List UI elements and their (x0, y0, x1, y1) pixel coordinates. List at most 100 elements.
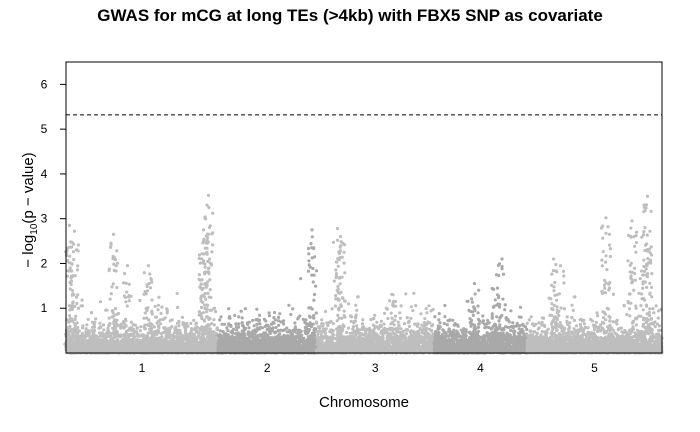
snp-point (97, 331, 102, 335)
snp-point (102, 328, 106, 332)
snp-point (287, 328, 291, 333)
snp-point (174, 340, 179, 344)
snp-point (178, 328, 182, 333)
snp-point (81, 338, 85, 342)
snp-point (142, 334, 146, 338)
snp-point (278, 332, 282, 336)
snp-point (218, 318, 222, 322)
snp-point (230, 342, 234, 346)
snp-point (170, 344, 174, 348)
snp-point (235, 325, 239, 329)
snp-point (184, 325, 188, 329)
snp-point (165, 307, 169, 311)
snp-point (98, 321, 102, 325)
snp-point (120, 334, 124, 338)
snp-point (104, 308, 108, 312)
snp-point (132, 333, 136, 337)
snp-point (236, 331, 240, 336)
snp-point (242, 341, 246, 345)
snp-point (113, 347, 117, 351)
snp-point (235, 328, 239, 332)
snp-point (255, 340, 260, 344)
snp-point (275, 341, 279, 346)
snp-point (251, 318, 255, 322)
snp-point (88, 348, 92, 352)
snp-point (150, 341, 154, 345)
snp-point (189, 321, 193, 325)
snp-point (104, 342, 108, 346)
snp-point (247, 326, 251, 330)
snp-point (172, 331, 176, 335)
snp-point (233, 342, 237, 346)
snp-point (277, 323, 281, 327)
snp-point (282, 344, 286, 348)
snp-point (172, 334, 176, 338)
snp-point (186, 335, 191, 339)
snp-point (77, 329, 81, 333)
snp-point (102, 345, 106, 349)
snp-point (295, 331, 299, 335)
snp-point (79, 304, 83, 308)
snp-point (274, 325, 278, 330)
snp-point (231, 327, 236, 331)
snp-point (292, 337, 296, 341)
snp-point (234, 347, 238, 351)
snp-point (173, 346, 177, 350)
snp-point (293, 325, 297, 329)
snp-point (303, 320, 307, 324)
snp-point (218, 343, 222, 347)
snp-point (210, 347, 214, 351)
snp-point (229, 330, 233, 334)
snp-point (139, 348, 143, 352)
snp-point (73, 317, 77, 322)
snp-point (98, 300, 103, 304)
snp-point (294, 346, 298, 350)
snp-point (91, 331, 95, 335)
snp-point (234, 337, 238, 342)
snp-point (289, 340, 293, 344)
snp-point (90, 342, 94, 346)
snp-point (152, 325, 156, 329)
snp-point (184, 322, 189, 327)
snp-point (293, 321, 297, 325)
snp-point (162, 342, 166, 346)
snp-point (80, 326, 85, 330)
snp-point (119, 326, 123, 330)
snp-point (180, 339, 184, 343)
snp-point (114, 323, 118, 327)
snp-point (93, 320, 97, 324)
snp-point (267, 314, 272, 318)
snp-point (245, 347, 249, 351)
snp-point (96, 340, 100, 344)
snp-point (168, 330, 172, 334)
snp-point (85, 323, 89, 327)
snp-point (74, 314, 78, 318)
snp-point (279, 328, 283, 332)
snp-point (90, 325, 95, 329)
snp-point (260, 337, 264, 341)
snp-point (93, 336, 98, 340)
snp-point (156, 303, 160, 307)
snp-point (228, 337, 232, 341)
snp-point (121, 345, 125, 349)
snp-point (260, 326, 265, 330)
snp-point (252, 345, 256, 349)
snp-point (267, 311, 271, 315)
snp-point (301, 317, 305, 321)
snp-point (165, 328, 170, 332)
snp-point (136, 345, 140, 349)
snp-point (227, 316, 231, 320)
snp-point (71, 339, 75, 343)
snp-point (247, 330, 251, 334)
snp-point (255, 317, 259, 321)
snp-point (145, 316, 149, 320)
snp-point (176, 305, 180, 310)
snp-point (151, 335, 155, 339)
snp-point (195, 340, 199, 344)
snp-point (281, 339, 285, 343)
snp-point (181, 321, 185, 325)
snp-point (147, 318, 151, 322)
snp-point (291, 307, 295, 311)
snp-point (255, 307, 259, 311)
snp-point (243, 326, 248, 330)
